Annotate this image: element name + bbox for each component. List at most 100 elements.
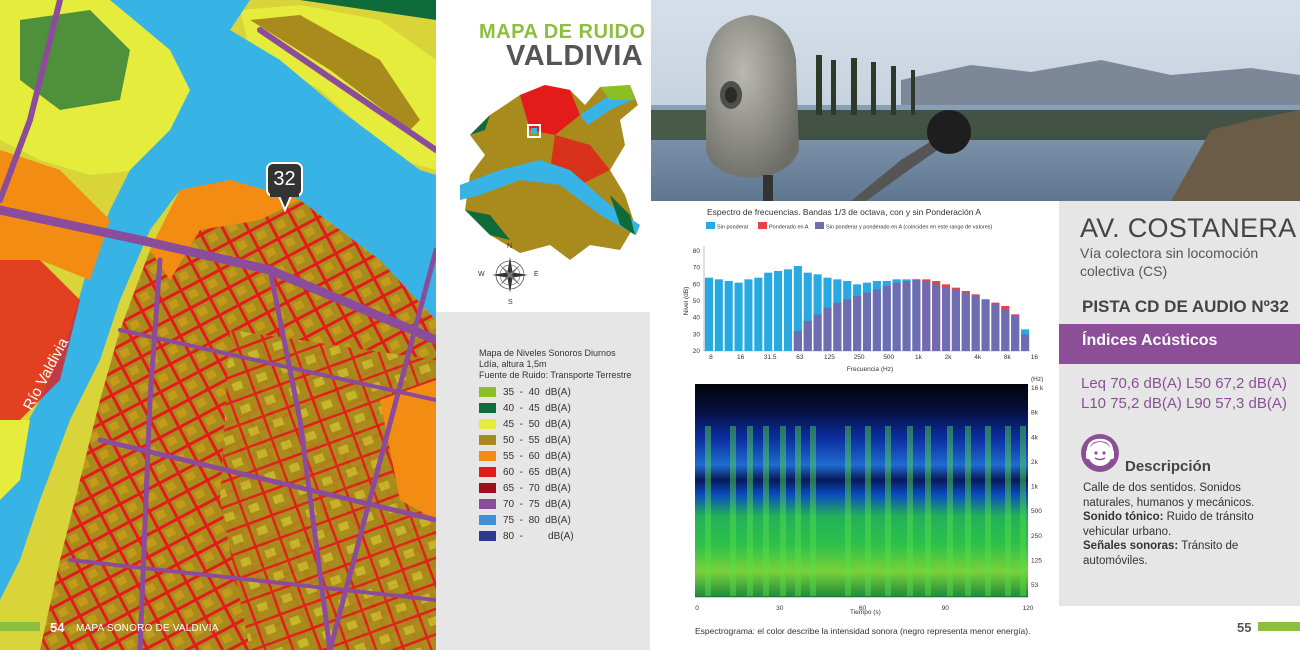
legend-item: 65 - 70 dB(A) bbox=[479, 480, 574, 496]
chart-legend-label: Sin ponderar y ponderado en A (coinciden… bbox=[826, 225, 993, 231]
chart-legend-swatch bbox=[758, 222, 767, 229]
spectro-y-tick: 2k bbox=[1031, 459, 1039, 466]
noise-map: 32 Río Valdivia 54 MAPA SONORO DE VALDIV… bbox=[0, 0, 436, 650]
x-tick-label: 16 bbox=[737, 354, 745, 361]
legend-swatch bbox=[479, 483, 496, 493]
y-axis-label: Nivel (dB) bbox=[683, 287, 690, 316]
legend-label: 70 - 75 dB(A) bbox=[503, 498, 571, 510]
senales-label: Señales sonoras: bbox=[1083, 540, 1179, 552]
spectro-xlabel: Tiempo (s) bbox=[850, 609, 881, 616]
bar-overlap bbox=[991, 304, 1000, 351]
bar-overlap bbox=[1001, 309, 1010, 351]
legend-item: 50 - 55 dB(A) bbox=[479, 432, 574, 448]
frequency-chart: Sin ponderar Ponderado en A Sin ponderar y… bbox=[683, 222, 1040, 373]
spectro-streak bbox=[810, 426, 816, 596]
bar-unweighted bbox=[774, 271, 783, 351]
y-tick-label: 60 bbox=[693, 281, 701, 288]
x-tick-label: 250 bbox=[854, 354, 865, 361]
description-line-1: Calle de dos sentidos. Sonidos bbox=[1083, 482, 1241, 494]
spectro-streak bbox=[985, 426, 991, 596]
bar-overlap bbox=[813, 314, 822, 351]
location-title: AV. COSTANERA bbox=[1080, 213, 1297, 243]
spectro-caption: Espectrograma: el color describe la inte… bbox=[695, 626, 1031, 636]
compass-w: W bbox=[478, 271, 485, 278]
headset-icon bbox=[1081, 434, 1119, 472]
bar-overlap bbox=[803, 321, 812, 351]
description-line-2: naturales, humanos y mecánicos. bbox=[1083, 496, 1255, 509]
x-tick-label: 1k bbox=[915, 354, 923, 361]
spectro-y-tick: 125 bbox=[1031, 557, 1042, 564]
indices-bar bbox=[1059, 324, 1300, 364]
legend-label: 50 - 55 dB(A) bbox=[503, 434, 571, 446]
bar-overlap bbox=[843, 299, 852, 351]
bar-unweighted bbox=[724, 281, 733, 351]
compass-e: E bbox=[534, 271, 539, 278]
x-axis-label: Frecuencia (Hz) bbox=[847, 366, 893, 373]
chart-legend-swatch bbox=[815, 222, 824, 229]
spectro-streak bbox=[730, 426, 736, 596]
bar-overlap bbox=[912, 279, 921, 351]
l50-value: L50 67,2 dB(A) bbox=[1186, 375, 1287, 392]
legend-title-line2: Ldía, altura 1,5m bbox=[479, 359, 547, 369]
location-subtitle-1: Vía colectora sin locomoción bbox=[1080, 245, 1259, 261]
legend-label: 75 - 80 dB(A) bbox=[503, 514, 571, 526]
bar-overlap bbox=[951, 289, 960, 351]
tonico-text-2: vehicular urbano. bbox=[1083, 525, 1172, 538]
bar-overlap bbox=[1011, 316, 1020, 351]
description-body: Calle de dos sentidos. Sonidos naturales… bbox=[1083, 481, 1293, 568]
legend-item: 45 - 50 dB(A) bbox=[479, 416, 574, 432]
legend-item: 55 - 60 dB(A) bbox=[479, 448, 574, 464]
bar-unweighted bbox=[793, 266, 802, 351]
tonico-text: Ruido de tránsito bbox=[1163, 511, 1254, 523]
spectro-streak bbox=[780, 426, 786, 596]
x-tick-label: 31.5 bbox=[764, 354, 777, 361]
spectro-streak bbox=[865, 426, 871, 596]
map-title-line1: MAPA DE RUIDO bbox=[479, 21, 646, 43]
bar-unweighted bbox=[754, 277, 763, 351]
x-tick-label: 125 bbox=[824, 354, 835, 361]
legend-item: 75 - 80 dB(A) bbox=[479, 512, 574, 528]
page-number-right: 55 bbox=[1237, 620, 1252, 635]
bar-overlap bbox=[853, 296, 862, 351]
bar-overlap bbox=[981, 299, 990, 351]
legend-item: 35 - 40 dB(A) bbox=[479, 384, 574, 400]
spectro-streak bbox=[747, 426, 753, 596]
spectro-x-tick: 60 bbox=[859, 605, 867, 612]
legend-swatch bbox=[479, 531, 496, 541]
legend-items: 35 - 40 dB(A) 40 - 45 dB(A) 45 - 50 dB(A) 5… bbox=[479, 384, 574, 544]
x-tick-label: 16 k bbox=[1031, 354, 1040, 361]
x-tick-label: 2k bbox=[945, 354, 953, 361]
spectro-streak bbox=[705, 426, 711, 596]
chart-title: Espectro de frecuencias. Bandas 1/3 de o… bbox=[707, 207, 982, 217]
senales-text-2: automóviles. bbox=[1083, 554, 1148, 567]
bar-overlap bbox=[941, 287, 951, 351]
map-title-line2: VALDIVIA bbox=[506, 40, 644, 72]
bar-unweighted bbox=[734, 282, 743, 351]
l10-value: L10 75,2 dB(A) bbox=[1081, 395, 1182, 412]
leq-value: Leq 70,6 dB(A) bbox=[1081, 375, 1182, 392]
legend-label: 60 - 65 dB(A) bbox=[503, 466, 571, 478]
audio-track: PISTA CD DE AUDIO Nº32 bbox=[1082, 297, 1289, 316]
legend-swatch bbox=[479, 499, 496, 509]
spectro-streak bbox=[907, 426, 913, 596]
spectro-y-tick: 250 bbox=[1031, 533, 1042, 540]
spectro-streak bbox=[947, 426, 953, 596]
bar-unweighted bbox=[783, 269, 793, 351]
legend-label: 55 - 60 dB(A) bbox=[503, 450, 571, 462]
spectro-y-tick: 1k bbox=[1031, 484, 1039, 491]
spectro-streak bbox=[795, 426, 801, 596]
l90-value: L90 57,3 dB(A) bbox=[1186, 395, 1287, 412]
legend-swatch bbox=[479, 515, 496, 525]
chart-legend-label: Sin ponderar bbox=[717, 225, 749, 231]
spectro-y-tick: 4k bbox=[1031, 434, 1039, 441]
indices-title: Índices Acústicos bbox=[1082, 332, 1218, 349]
legend-label: 35 - 40 dB(A) bbox=[503, 386, 571, 398]
legend-label: 65 - 70 dB(A) bbox=[503, 482, 571, 494]
compass-n: N bbox=[507, 243, 513, 250]
legend-panel: Mapa de Niveles Sonoros Diurnos Ldía, al… bbox=[436, 312, 650, 650]
photo-binaural-head bbox=[651, 0, 1300, 201]
spectro-streak bbox=[885, 426, 891, 596]
tonico-label: Sonido tónico: bbox=[1083, 511, 1164, 523]
bar-unweighted bbox=[714, 279, 723, 351]
legend-item: 40 - 45 dB(A) bbox=[479, 400, 574, 416]
